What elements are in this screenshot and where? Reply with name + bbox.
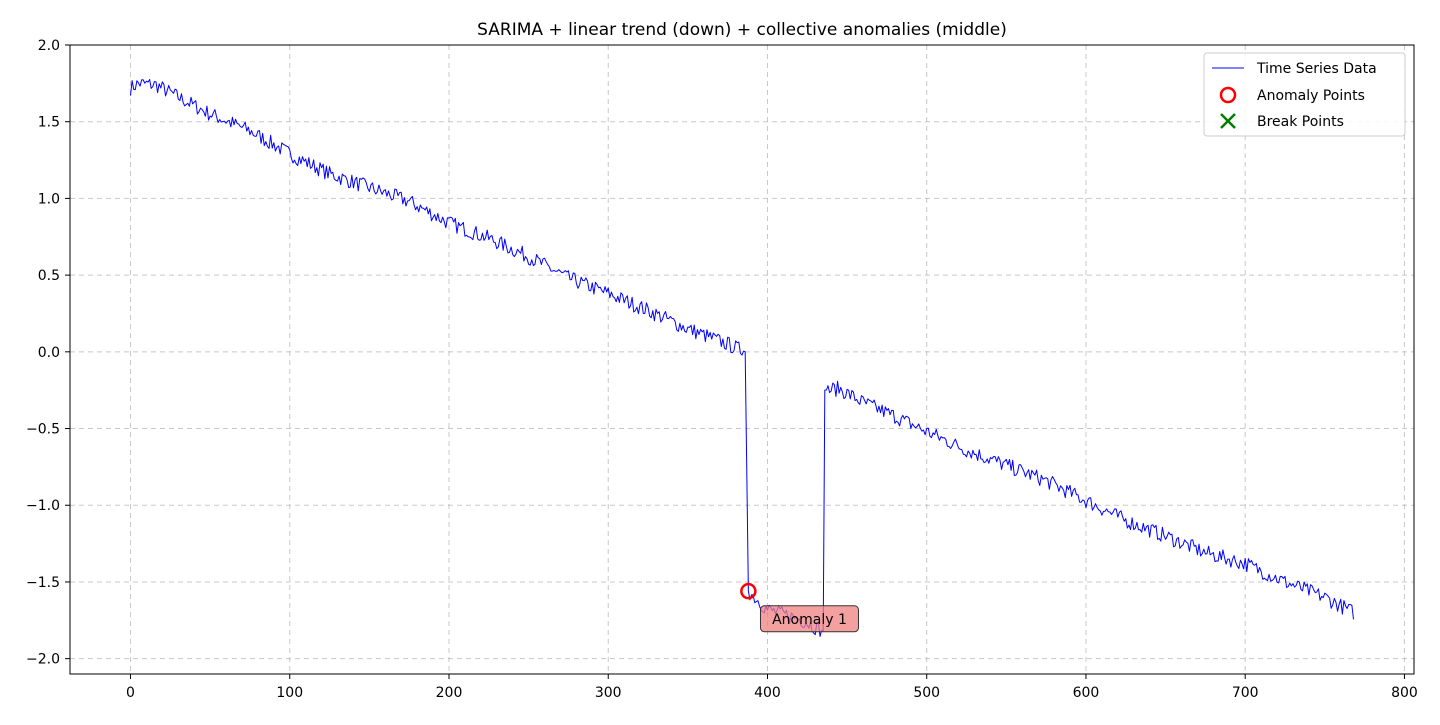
legend-box — [1203, 52, 1406, 137]
axis-ticks: 0 100 200 300 400 500 600 700 800 2.0 1.5 1.0 0.5 0.0… — [26, 38, 1418, 701]
x-tick-label: 300 — [595, 685, 622, 701]
annotation-box — [759, 605, 859, 633]
y-tick-label: 0.0 — [38, 345, 60, 361]
y-tick-label: 1.5 — [38, 115, 60, 131]
annotation: Anomaly 1 — [759, 605, 859, 633]
series-line — [130, 78, 1354, 637]
legend-label-break: Break Points — [1257, 114, 1344, 130]
plot-area: Anomaly 1 — [130, 78, 1354, 637]
y-tick-label: −1.5 — [26, 575, 60, 591]
x-tick-label: 200 — [436, 685, 463, 701]
anomaly-point — [740, 582, 757, 600]
legend: Time Series Data Anomaly Points Break Po… — [1203, 52, 1406, 137]
x-tick-label: 600 — [1073, 685, 1100, 701]
legend-label-series: Time Series Data — [1256, 61, 1377, 77]
legend-label-anomaly: Anomaly Points — [1257, 88, 1365, 104]
y-tick-label: 1.0 — [38, 191, 60, 207]
chart-title: SARIMA + linear trend (down) + collectiv… — [477, 20, 1007, 40]
x-tick-label: 500 — [913, 685, 940, 701]
x-tick-label: 400 — [754, 685, 781, 701]
y-tick-label: 2.0 — [38, 38, 60, 54]
y-tick-label: −2.0 — [26, 652, 60, 668]
legend-anomaly-circle-icon — [1219, 86, 1237, 104]
legend-break-x-icon — [1220, 113, 1236, 129]
x-tick-label: 700 — [1232, 685, 1259, 701]
x-tick-label: 100 — [276, 685, 303, 701]
y-tick-label: 0.5 — [38, 268, 60, 284]
plot-frame — [69, 44, 1415, 675]
y-tick-label: −1.0 — [26, 498, 60, 514]
x-tick-label: 0 — [126, 685, 135, 701]
y-tick-label: −0.5 — [26, 422, 60, 438]
x-tick-label: 800 — [1391, 685, 1418, 701]
annotation-label: Anomaly 1 — [772, 612, 847, 628]
